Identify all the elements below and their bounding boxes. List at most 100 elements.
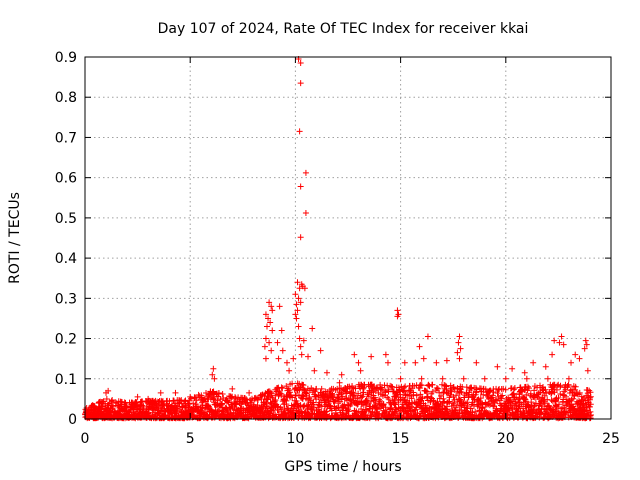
data-point (292, 291, 299, 298)
data-point (576, 355, 583, 362)
data-point (523, 391, 530, 398)
data-point (429, 381, 436, 388)
data-point (551, 337, 558, 344)
data-point (310, 404, 317, 411)
data-point (336, 379, 343, 386)
data-point (304, 396, 311, 403)
data-point (382, 404, 389, 411)
data-point (323, 408, 330, 415)
data-point (292, 392, 299, 399)
data-point (510, 391, 517, 398)
data-point (229, 385, 236, 392)
data-point (426, 383, 433, 390)
data-point (400, 387, 407, 394)
data-point (439, 375, 446, 382)
data-point (473, 359, 480, 366)
data-point (169, 403, 176, 410)
data-point (507, 402, 514, 409)
data-point (389, 414, 396, 421)
data-point (587, 389, 594, 396)
data-point (486, 402, 493, 409)
data-point (358, 394, 365, 401)
data-point (109, 397, 116, 404)
data-point (543, 390, 550, 397)
data-point (419, 395, 426, 402)
data-point (216, 407, 223, 414)
x-tick-label: 25 (602, 431, 620, 447)
data-point (209, 389, 216, 396)
y-tick-label: 0.2 (55, 332, 77, 348)
data-point (572, 383, 579, 390)
data-point (509, 365, 516, 372)
data-point (544, 375, 551, 382)
data-point (294, 402, 301, 409)
data-point (394, 307, 401, 314)
data-point (301, 285, 308, 292)
data-point (359, 393, 366, 400)
data-point (443, 357, 450, 364)
data-point (332, 405, 339, 412)
data-point (329, 391, 336, 398)
data-point (261, 343, 268, 350)
data-point (351, 392, 358, 399)
data-point (564, 383, 571, 390)
data-point (262, 355, 269, 362)
data-point (424, 393, 431, 400)
x-tick-label: 15 (392, 431, 410, 447)
data-point (215, 389, 222, 396)
data-point (328, 407, 335, 414)
axis-ticks: 0 5 10 15 20 25 0 0.1 0.2 0.3 0.4 0.5 0.6 0.7 0.8 0.9 (55, 50, 620, 447)
data-point (587, 394, 594, 401)
data-point (553, 404, 560, 411)
data-point (241, 395, 248, 402)
data-point (268, 390, 275, 397)
data-point (556, 401, 563, 408)
data-point (298, 351, 305, 358)
data-point (300, 382, 307, 389)
data-point (455, 339, 462, 346)
data-point (293, 407, 300, 414)
data-point (565, 375, 572, 382)
data-point (368, 353, 375, 360)
data-point (457, 396, 464, 403)
data-point (555, 394, 562, 401)
data-point (549, 351, 556, 358)
data-point (410, 391, 417, 398)
y-tick-label: 0.1 (55, 372, 77, 388)
data-point (338, 371, 345, 378)
y-tick-label: 0.7 (55, 130, 77, 146)
data-point (375, 389, 382, 396)
data-point (587, 401, 594, 408)
data-point (296, 335, 303, 342)
data-point (289, 394, 296, 401)
data-point (172, 389, 179, 396)
data-point (297, 234, 304, 241)
data-point (306, 394, 313, 401)
data-point (473, 389, 480, 396)
y-tick-label: 0.5 (55, 211, 77, 227)
data-point (274, 339, 281, 346)
data-point (85, 409, 92, 416)
data-point (453, 392, 460, 399)
data-point (418, 382, 425, 389)
data-point (572, 386, 579, 393)
data-point (464, 402, 471, 409)
data-point (210, 365, 217, 372)
data-point (544, 396, 551, 403)
data-point (495, 386, 502, 393)
data-point (130, 407, 137, 414)
data-point (443, 403, 450, 410)
data-point (265, 315, 272, 322)
data-point (186, 400, 193, 407)
data-point (271, 398, 278, 405)
data-point (565, 381, 572, 388)
data-point (297, 60, 304, 67)
data-point (522, 396, 529, 403)
data-point (266, 339, 273, 346)
data-point (246, 389, 253, 396)
data-point (434, 385, 441, 392)
data-point (377, 385, 384, 392)
data-point (460, 375, 467, 382)
data-point (521, 369, 528, 376)
data-point (300, 337, 307, 344)
